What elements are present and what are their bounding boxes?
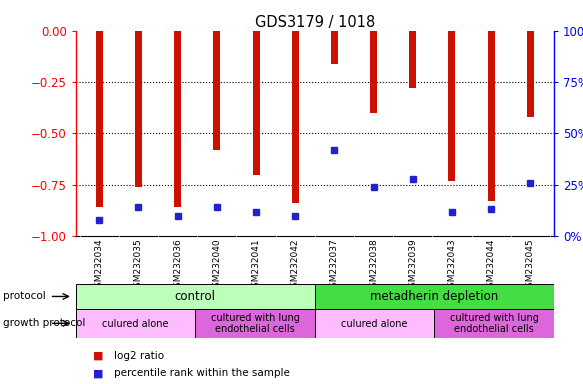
Text: metadherin depletion: metadherin depletion <box>370 290 498 303</box>
Bar <box>331 31 338 64</box>
Bar <box>213 31 220 150</box>
Bar <box>76 309 195 338</box>
Text: GSM232034: GSM232034 <box>95 238 104 293</box>
Text: GSM232045: GSM232045 <box>526 238 535 293</box>
Bar <box>409 31 416 88</box>
Bar <box>174 31 181 207</box>
Bar <box>370 31 377 113</box>
Text: GSM232036: GSM232036 <box>173 238 182 293</box>
Text: GSM232043: GSM232043 <box>448 238 456 293</box>
Text: cultured with lung
endothelial cells: cultured with lung endothelial cells <box>210 313 300 334</box>
Bar <box>434 309 554 338</box>
Text: GSM232040: GSM232040 <box>212 238 222 293</box>
Bar <box>315 284 554 309</box>
Bar <box>135 31 142 187</box>
Text: GSM232042: GSM232042 <box>291 238 300 293</box>
Text: GSM232044: GSM232044 <box>487 238 496 293</box>
Bar <box>96 31 103 207</box>
Text: protocol: protocol <box>3 291 45 301</box>
Text: log2 ratio: log2 ratio <box>114 351 164 361</box>
Text: control: control <box>175 290 216 303</box>
Bar <box>527 31 534 117</box>
Text: percentile rank within the sample: percentile rank within the sample <box>114 368 290 378</box>
Text: GSM232037: GSM232037 <box>330 238 339 293</box>
Text: ■: ■ <box>93 368 104 378</box>
Text: GSM232039: GSM232039 <box>408 238 417 293</box>
Bar <box>315 309 434 338</box>
Bar <box>487 31 495 201</box>
Text: GSM232041: GSM232041 <box>251 238 261 293</box>
Title: GDS3179 / 1018: GDS3179 / 1018 <box>255 15 375 30</box>
Bar <box>292 31 298 203</box>
Bar <box>252 31 259 174</box>
Bar <box>448 31 455 181</box>
Text: ■: ■ <box>93 351 104 361</box>
Bar <box>195 309 315 338</box>
Text: culured alone: culured alone <box>102 318 169 329</box>
Text: growth protocol: growth protocol <box>3 318 85 328</box>
Bar <box>76 284 315 309</box>
Text: GSM232035: GSM232035 <box>134 238 143 293</box>
Text: culured alone: culured alone <box>341 318 408 329</box>
Text: GSM232038: GSM232038 <box>369 238 378 293</box>
Text: cultured with lung
endothelial cells: cultured with lung endothelial cells <box>449 313 539 334</box>
